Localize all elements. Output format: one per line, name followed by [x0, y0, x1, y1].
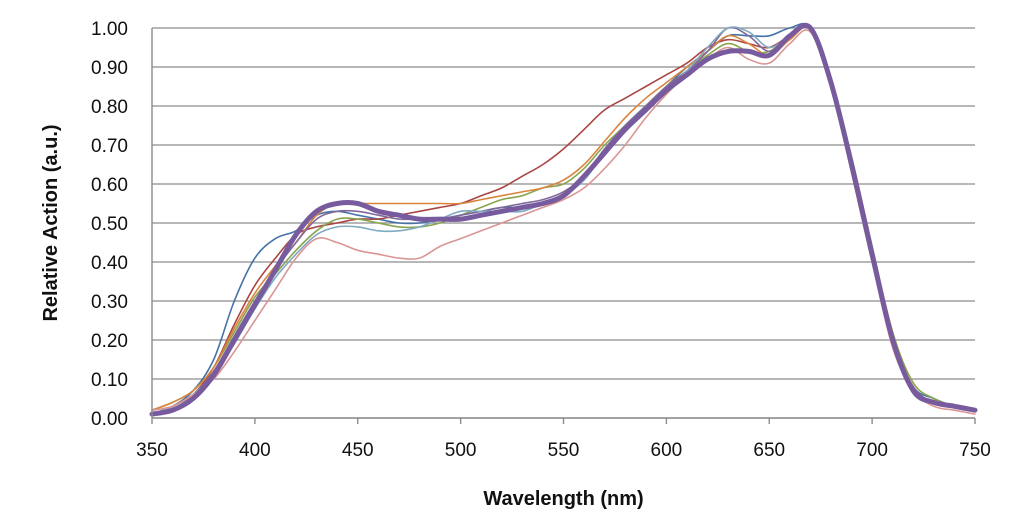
series-line-3	[151, 24, 976, 411]
y-axis-title: Relative Action (a.u.)	[40, 124, 62, 321]
x-tick-label: 400	[239, 440, 271, 461]
series-line-2	[151, 24, 976, 415]
axes	[151, 28, 976, 424]
series-line-7	[151, 29, 976, 415]
y-tick-label: 1.00	[91, 19, 128, 40]
x-axis-title: Wavelength (nm)	[483, 488, 643, 510]
x-tick-label: 450	[342, 440, 374, 461]
x-tick-label: 600	[651, 440, 683, 461]
series-line-4	[151, 25, 976, 411]
y-tick-label: 0.60	[91, 175, 128, 196]
y-tick-label: 0.20	[91, 331, 128, 352]
x-tick-labels: 350 400 450 500 550 600 650 700 750	[136, 440, 991, 461]
y-tick-labels: 0.00 0.10 0.20 0.30 0.40 0.50 0.60 0.70 0.80 0.90…	[91, 19, 128, 430]
x-tick-label: 350	[136, 440, 168, 461]
y-tick-label: 0.70	[91, 136, 128, 157]
x-tick-label: 650	[753, 440, 785, 461]
series-line-1	[151, 22, 976, 415]
y-tick-label: 0.50	[91, 214, 128, 235]
series-line-8	[149, 22, 978, 417]
y-tick-label: 0.40	[91, 253, 128, 274]
y-tick-label: 0.30	[91, 292, 128, 313]
x-tick-label: 700	[856, 440, 888, 461]
x-tick-label: 750	[959, 440, 991, 461]
series-line-6	[151, 24, 976, 415]
series-layer	[149, 22, 978, 417]
x-tick-label: 500	[445, 440, 477, 461]
y-tick-label: 0.10	[91, 370, 128, 391]
y-tick-label: 0.00	[91, 409, 128, 430]
y-tick-label: 0.90	[91, 58, 128, 79]
x-tick-label: 550	[548, 440, 580, 461]
series-line-5	[151, 24, 976, 415]
y-tick-label: 0.80	[91, 97, 128, 118]
gridlines	[152, 27, 975, 419]
